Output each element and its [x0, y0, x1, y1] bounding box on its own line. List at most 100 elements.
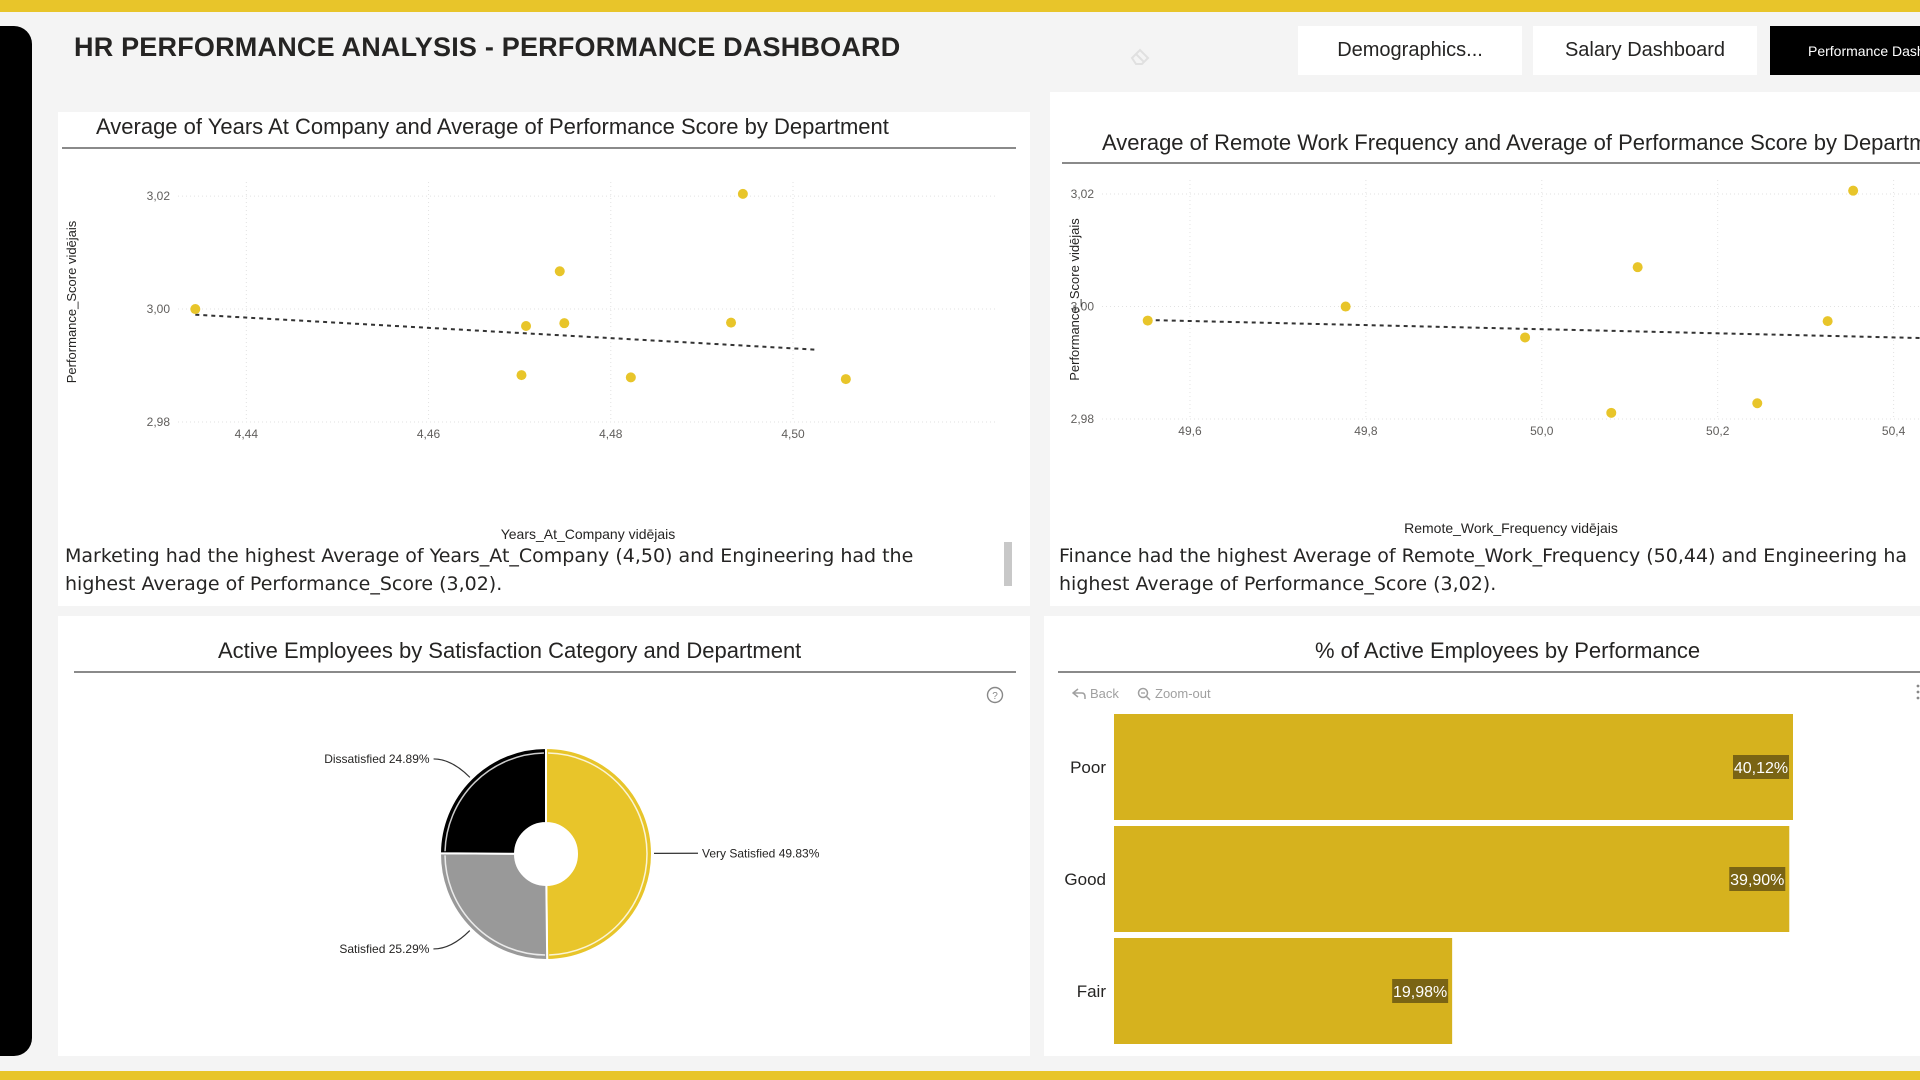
- y-tick-label: 3,02: [1071, 187, 1095, 201]
- bar-poor: [1114, 714, 1793, 820]
- scatter-point: [1520, 332, 1531, 343]
- zoom-out-label: Zoom-out: [1155, 686, 1211, 701]
- pie-label: Very Satisfied 49.83%: [702, 846, 820, 860]
- y-axis-label: Performance_Score vidējais: [64, 220, 79, 383]
- scatter-point: [737, 188, 748, 199]
- bar-data-label: 19,98%: [1393, 984, 1447, 1001]
- pie-leader-line: [433, 758, 471, 778]
- eraser-icon[interactable]: [1128, 44, 1154, 66]
- summary-line: Marketing had the highest Average of Yea…: [65, 545, 914, 567]
- help-icon[interactable]: ?: [986, 686, 1004, 704]
- x-tick-label: 4,50: [781, 427, 805, 441]
- pie-chart-satisfaction[interactable]: Very Satisfied 49.83% Satisfied 25.29% Dis…: [58, 686, 1030, 1056]
- scatter-point: [559, 318, 570, 329]
- back-arrow-icon: [1072, 687, 1086, 699]
- title-rule: [1062, 162, 1920, 164]
- summary-line: highest Average of Performance_Score (3,…: [65, 573, 503, 595]
- title-rule: [1058, 671, 1920, 673]
- scatter-point: [1606, 407, 1617, 418]
- scatter-point: [554, 266, 565, 277]
- zoom-out-icon: [1137, 687, 1151, 701]
- panel-remote-scatter: Average of Remote Work Frequency and Ave…: [1050, 92, 1920, 606]
- bottom-accent-bar: [0, 1071, 1920, 1080]
- back-label: Back: [1090, 686, 1119, 701]
- trend-line: [1147, 319, 1920, 340]
- y-axis-label: Performance_Score vidējais: [1067, 218, 1082, 381]
- page-title: HR PERFORMANCE ANALYSIS - PERFORMANCE DA…: [74, 32, 901, 62]
- pie-slice-ring: [444, 752, 544, 852]
- summary-line: Finance had the highest Average of Remot…: [1059, 545, 1908, 567]
- panel-years-scatter: Average of Years At Company and Average …: [58, 112, 1030, 606]
- scatter-chart-years[interactable]: 4,44 4,46 4,48 4,50 2,98 3,00 3,02 Years_At_Com…: [58, 152, 1030, 627]
- pie-slice-dissatisfied: [438, 746, 547, 855]
- drill-back-button[interactable]: Back: [1072, 686, 1119, 701]
- visual-title-remote: Average of Remote Work Frequency and Ave…: [1102, 130, 1920, 155]
- more-options-icon[interactable]: [1916, 684, 1920, 700]
- nav-button-salary-dashboard[interactable]: Salary Dashboard: [1533, 26, 1757, 75]
- visual-title-performance: % of Active Employees by Performance: [1315, 638, 1701, 663]
- zoom-out-button[interactable]: Zoom-out: [1137, 686, 1211, 701]
- bar-category-label: Poor: [1070, 758, 1106, 777]
- bar-good: [1114, 826, 1790, 932]
- svg-text:?: ?: [992, 691, 998, 702]
- data-label-bg: [1729, 867, 1786, 891]
- scatter-point: [516, 370, 527, 381]
- top-accent-bar: [0, 0, 1920, 12]
- x-axis-label: Remote_Work_Frequency vidējais: [1404, 520, 1618, 536]
- x-tick-label: 50,4: [1882, 424, 1906, 438]
- y-tick-label: 2,98: [147, 415, 171, 429]
- pie-slice-satisfied: [439, 852, 549, 961]
- scatter-chart-remote[interactable]: 49,6 49,8 50,0 50,2 50,4 2,98 3,00 3,02 Remote_W…: [1050, 152, 1920, 607]
- x-tick-label: 4,48: [599, 427, 623, 441]
- bar-data-label: 40,12%: [1734, 760, 1788, 777]
- scatter-point: [1340, 301, 1351, 312]
- summary-text-years: Marketing had the highest Average of Yea…: [65, 542, 1005, 598]
- scatter-point: [1848, 185, 1859, 196]
- pie-label: Dissatisfied 24.89%: [324, 752, 430, 766]
- x-tick-label: 49,6: [1178, 424, 1202, 438]
- bar-category-label: Good: [1064, 870, 1106, 889]
- y-tick-label: 3,02: [147, 189, 171, 203]
- bar-chart-performance[interactable]: Poor 40,12% Good 39,90% Fair 19,98%: [1044, 706, 1920, 1056]
- scatter-point: [190, 304, 201, 315]
- summary-line: highest Average of Performance_Score (3,…: [1059, 573, 1497, 595]
- y-tick-label: 3,00: [147, 302, 171, 316]
- visual-title-years: Average of Years At Company and Average …: [96, 114, 889, 139]
- y-tick-label: 3,00: [1071, 300, 1095, 314]
- visual-title-satisfaction: Active Employees by Satisfaction Categor…: [218, 638, 802, 663]
- scatter-point: [726, 317, 737, 328]
- x-tick-label: 49,8: [1354, 424, 1378, 438]
- y-tick-label: 2,98: [1071, 412, 1095, 426]
- x-tick-label: 4,44: [235, 427, 259, 441]
- scatter-point: [1752, 398, 1763, 409]
- scatter-point: [625, 372, 636, 383]
- pie-slice-ring: [548, 752, 648, 956]
- data-label-bg: [1392, 979, 1449, 1003]
- x-tick-label: 50,0: [1530, 424, 1554, 438]
- data-label-bg: [1733, 755, 1789, 779]
- scatter-point: [521, 321, 532, 331]
- nav-button-demographics[interactable]: Demographics...: [1298, 26, 1522, 75]
- scrollbar-thumb[interactable]: [1004, 542, 1012, 586]
- left-rail: [0, 26, 32, 1056]
- trend-line: [195, 313, 817, 351]
- panel-performance-bars: % of Active Employees by Performance Bac…: [1044, 616, 1920, 1056]
- pie-label: Satisfied 25.29%: [339, 942, 429, 956]
- scatter-point: [1822, 316, 1833, 327]
- nav-button-performance-dashboard[interactable]: Performance Dash: [1770, 26, 1920, 75]
- x-tick-label: 50,2: [1706, 424, 1730, 438]
- panel-satisfaction-pie: Active Employees by Satisfaction Categor…: [58, 616, 1030, 1056]
- scatter-point: [1632, 262, 1643, 273]
- title-rule: [74, 671, 1016, 673]
- pie-slice-very-satisfied: [545, 746, 653, 962]
- bar-category-label: Fair: [1077, 982, 1107, 1001]
- summary-text-remote: Finance had the highest Average of Remot…: [1059, 542, 1920, 598]
- title-rule: [62, 147, 1016, 149]
- pie-leader-line: [433, 930, 471, 950]
- pie-slice-ring: [444, 855, 546, 956]
- scatter-point: [1142, 315, 1153, 326]
- x-axis-label: Years_At_Company vidējais: [501, 526, 676, 542]
- x-tick-label: 4,46: [417, 427, 441, 441]
- scatter-point: [840, 374, 851, 385]
- bar-data-label: 39,90%: [1730, 872, 1784, 889]
